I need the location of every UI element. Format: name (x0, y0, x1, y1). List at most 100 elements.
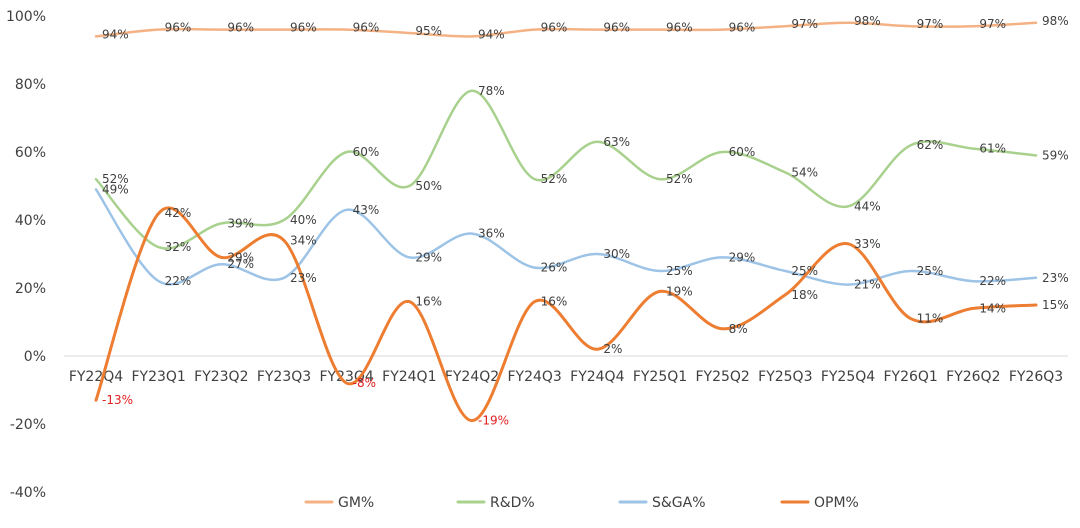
data-label-r-d: 63% (603, 135, 630, 149)
data-label-s-ga: 22% (979, 274, 1006, 288)
data-label-gm: 96% (290, 21, 317, 35)
data-label-r-d: 61% (979, 142, 1006, 156)
data-label-gm: 96% (603, 21, 630, 35)
data-label-opm: 11% (917, 312, 944, 326)
data-label-gm: 94% (102, 27, 129, 41)
y-tick-label: 20% (15, 281, 46, 297)
x-tick-label: FY24Q1 (382, 369, 436, 385)
data-label-s-ga: 30% (603, 247, 630, 261)
data-label-s-ga: 23% (1042, 271, 1069, 285)
series-line-s-ga (94, 188, 1038, 286)
legend-label-gm: GM% (338, 495, 374, 511)
data-label-opm: -19% (478, 414, 509, 428)
data-label-s-ga: 22% (165, 274, 192, 288)
data-label-r-d: 50% (415, 179, 442, 193)
data-label-r-d: 32% (165, 240, 192, 254)
data-label-s-ga: 23% (290, 271, 317, 285)
data-label-opm: 8% (729, 322, 748, 336)
data-label-s-ga: 29% (415, 250, 442, 264)
data-label-opm: 29% (227, 250, 254, 264)
data-label-opm: 2% (603, 342, 622, 356)
data-label-r-d: 52% (666, 172, 693, 186)
x-tick-label: FY24Q2 (445, 369, 499, 385)
data-label-r-d: 54% (791, 165, 818, 179)
data-label-s-ga: 49% (102, 182, 129, 196)
y-tick-label: -40% (10, 485, 46, 501)
legend-label-opm: OPM% (814, 495, 859, 511)
x-tick-label: FY23Q3 (257, 369, 311, 385)
data-label-opm: 42% (165, 206, 192, 220)
x-tick-label: FY25Q1 (633, 369, 687, 385)
data-label-gm: 95% (415, 24, 442, 38)
x-tick-label: FY24Q3 (507, 369, 561, 385)
series-line-r-d (94, 89, 1038, 250)
data-label-gm: 97% (917, 17, 944, 31)
legend-label-s-ga: S&GA% (652, 495, 706, 511)
data-label-gm: 96% (666, 21, 693, 35)
x-tick-label: FY26Q3 (1009, 369, 1063, 385)
x-axis-ticks: FY22Q4 FY23Q1 FY23Q2 FY23Q3 FY23Q4 FY24Q1 FY24… (69, 369, 1063, 385)
data-label-s-ga: 26% (541, 261, 568, 275)
data-label-opm: 15% (1042, 298, 1069, 312)
data-labels: 94% 96% 96% 96% 96% 95% 94% 96% 96% 96% 96% 97% 98% 9… (102, 14, 1069, 428)
data-label-s-ga: 25% (917, 264, 944, 278)
data-label-r-d: 40% (290, 213, 317, 227)
data-label-s-ga: 27% (227, 257, 254, 271)
x-tick-label: FY26Q1 (883, 369, 937, 385)
x-tick-label: FY23Q1 (131, 369, 185, 385)
legend-label-r-d: R&D% (490, 495, 535, 511)
data-label-r-d: 78% (478, 84, 505, 98)
data-label-gm: 94% (478, 27, 505, 41)
data-label-r-d: 52% (541, 172, 568, 186)
x-tick-label: FY22Q4 (69, 369, 123, 385)
data-label-gm: 98% (1042, 14, 1069, 28)
data-label-gm: 96% (165, 21, 192, 35)
data-label-r-d: 60% (729, 145, 756, 159)
data-label-gm: 96% (353, 21, 380, 35)
data-label-opm: 16% (541, 295, 568, 309)
data-label-opm: 16% (415, 295, 442, 309)
series-line-gm (94, 21, 1038, 38)
data-label-gm: 96% (541, 21, 568, 35)
data-label-s-ga: 25% (666, 264, 693, 278)
data-label-s-ga: 25% (791, 264, 818, 278)
data-label-opm: 19% (666, 284, 693, 298)
legend: GM% R&D% S&GA% OPM% (304, 495, 859, 511)
data-label-r-d: 59% (1042, 148, 1069, 162)
y-axis-ticks: 100% 80% 60% 40% 20% 0% -20% -40% (6, 9, 46, 501)
y-tick-label: 60% (15, 145, 46, 161)
data-label-r-d: 44% (854, 199, 881, 213)
x-tick-label: FY25Q3 (758, 369, 812, 385)
y-tick-label: 40% (15, 213, 46, 229)
data-label-gm: 97% (791, 17, 818, 31)
data-label-opm: 33% (854, 237, 881, 251)
data-label-r-d: 60% (353, 145, 380, 159)
data-label-s-ga: 29% (729, 250, 756, 264)
series-lines (94, 21, 1038, 423)
y-tick-label: 80% (15, 77, 46, 93)
data-label-gm: 96% (729, 21, 756, 35)
data-label-r-d: 52% (102, 172, 129, 186)
data-label-gm: 96% (227, 21, 254, 35)
data-label-s-ga: 43% (353, 203, 380, 217)
x-tick-label: FY23Q4 (319, 369, 373, 385)
data-label-opm: -13% (102, 393, 133, 407)
data-label-s-ga: 36% (478, 227, 505, 241)
data-label-opm: 18% (791, 288, 818, 302)
data-label-opm: -8% (353, 376, 376, 390)
y-tick-label: 0% (24, 349, 46, 365)
data-label-opm: 14% (979, 301, 1006, 315)
data-label-r-d: 62% (917, 138, 944, 152)
x-tick-label: FY25Q4 (821, 369, 875, 385)
x-tick-label: FY26Q2 (946, 369, 1000, 385)
series-line-opm (94, 206, 1038, 423)
x-tick-label: FY25Q2 (695, 369, 749, 385)
data-label-r-d: 39% (227, 216, 254, 230)
data-label-s-ga: 21% (854, 278, 881, 292)
y-tick-label: -20% (10, 417, 46, 433)
data-label-gm: 98% (854, 14, 881, 28)
data-label-gm: 97% (979, 17, 1006, 31)
y-tick-label: 100% (6, 9, 46, 25)
data-label-opm: 34% (290, 233, 317, 247)
